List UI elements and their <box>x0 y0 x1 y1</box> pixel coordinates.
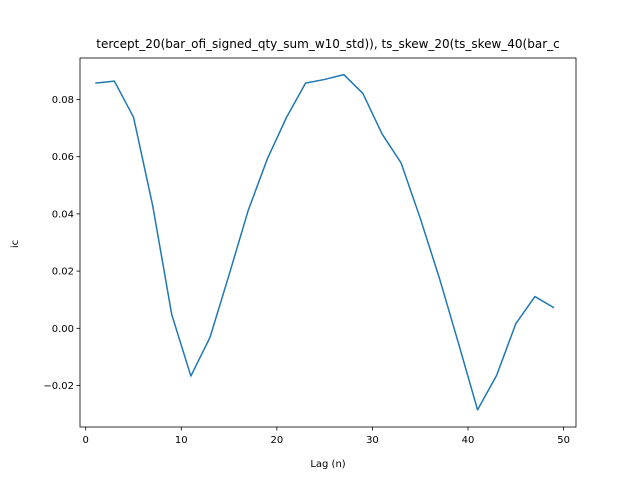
x-tick-label: 40 <box>462 435 475 446</box>
x-tick-label: 30 <box>366 435 379 446</box>
x-tick-label: 10 <box>175 435 188 446</box>
ic-series-line <box>95 73 555 411</box>
chart-title: tercept_20(bar_ofi_signed_qty_sum_w10_st… <box>96 37 560 51</box>
y-axis: −0.02 0.00 0.02 0.04 0.06 0.08 <box>43 95 80 392</box>
y-tick-label: −0.02 <box>43 381 74 392</box>
plot-area <box>95 73 555 411</box>
y-tick-label: 0.00 <box>52 324 74 335</box>
y-tick-label: 0.08 <box>52 95 74 106</box>
plot-frame <box>79 57 577 428</box>
y-tick-label: 0.02 <box>52 267 74 278</box>
x-axis-label: Lag (n) <box>310 459 345 470</box>
x-tick-label: 0 <box>83 435 89 446</box>
y-axis-label: ic <box>10 240 21 248</box>
x-tick-label: 20 <box>271 435 284 446</box>
y-tick-label: 0.06 <box>52 152 74 163</box>
y-tick-label: 0.04 <box>52 209 74 220</box>
x-axis: 0 10 20 30 40 50 <box>83 427 570 446</box>
x-tick-label: 50 <box>557 435 570 446</box>
